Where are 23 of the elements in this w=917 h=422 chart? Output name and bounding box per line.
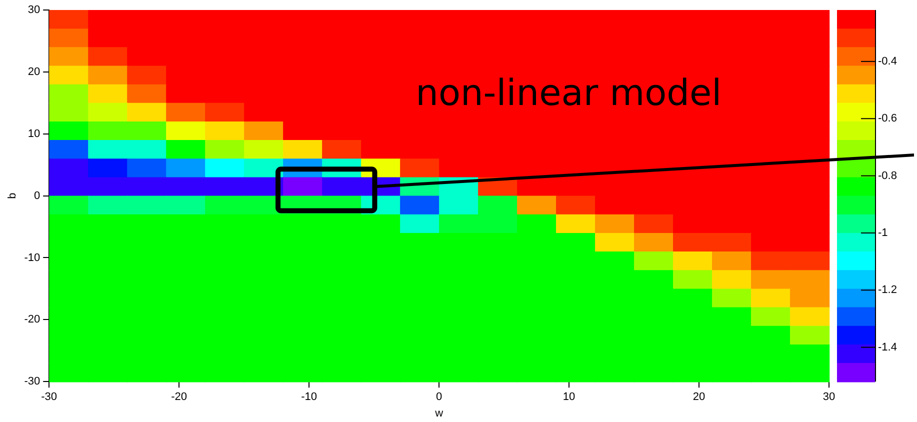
y-tick-label: 10: [28, 128, 40, 140]
x-tick-label: 20: [692, 391, 706, 404]
y-tick-label: -20: [24, 314, 40, 326]
color-bar-label: -1: [878, 226, 888, 239]
x-tick-label: -20: [171, 391, 188, 404]
color-bar-label: -1.4: [878, 341, 897, 354]
y-tick-label: -30: [24, 376, 40, 388]
y-tick-label: 0: [34, 190, 40, 202]
color-bar-label: -0.6: [878, 112, 897, 125]
x-tick-label: 30: [822, 391, 836, 404]
y-tick-label: 20: [28, 66, 40, 78]
color-bar-label: -0.4: [878, 55, 897, 68]
color-bar-label: -0.8: [878, 170, 897, 182]
y-tick-label: -10: [24, 252, 40, 264]
x-axis-title: w: [434, 407, 444, 420]
x-tick-label: -10: [301, 391, 318, 404]
annotation: non-linear model: [416, 73, 722, 114]
color-bar-label: -1.2: [878, 284, 897, 296]
x-tick-label: -30: [41, 391, 58, 404]
y-tick-label: 30: [28, 4, 40, 16]
y-axis-title: b: [6, 192, 19, 199]
x-tick-label: 10: [562, 391, 576, 404]
x-tick-label: 0: [436, 391, 442, 404]
